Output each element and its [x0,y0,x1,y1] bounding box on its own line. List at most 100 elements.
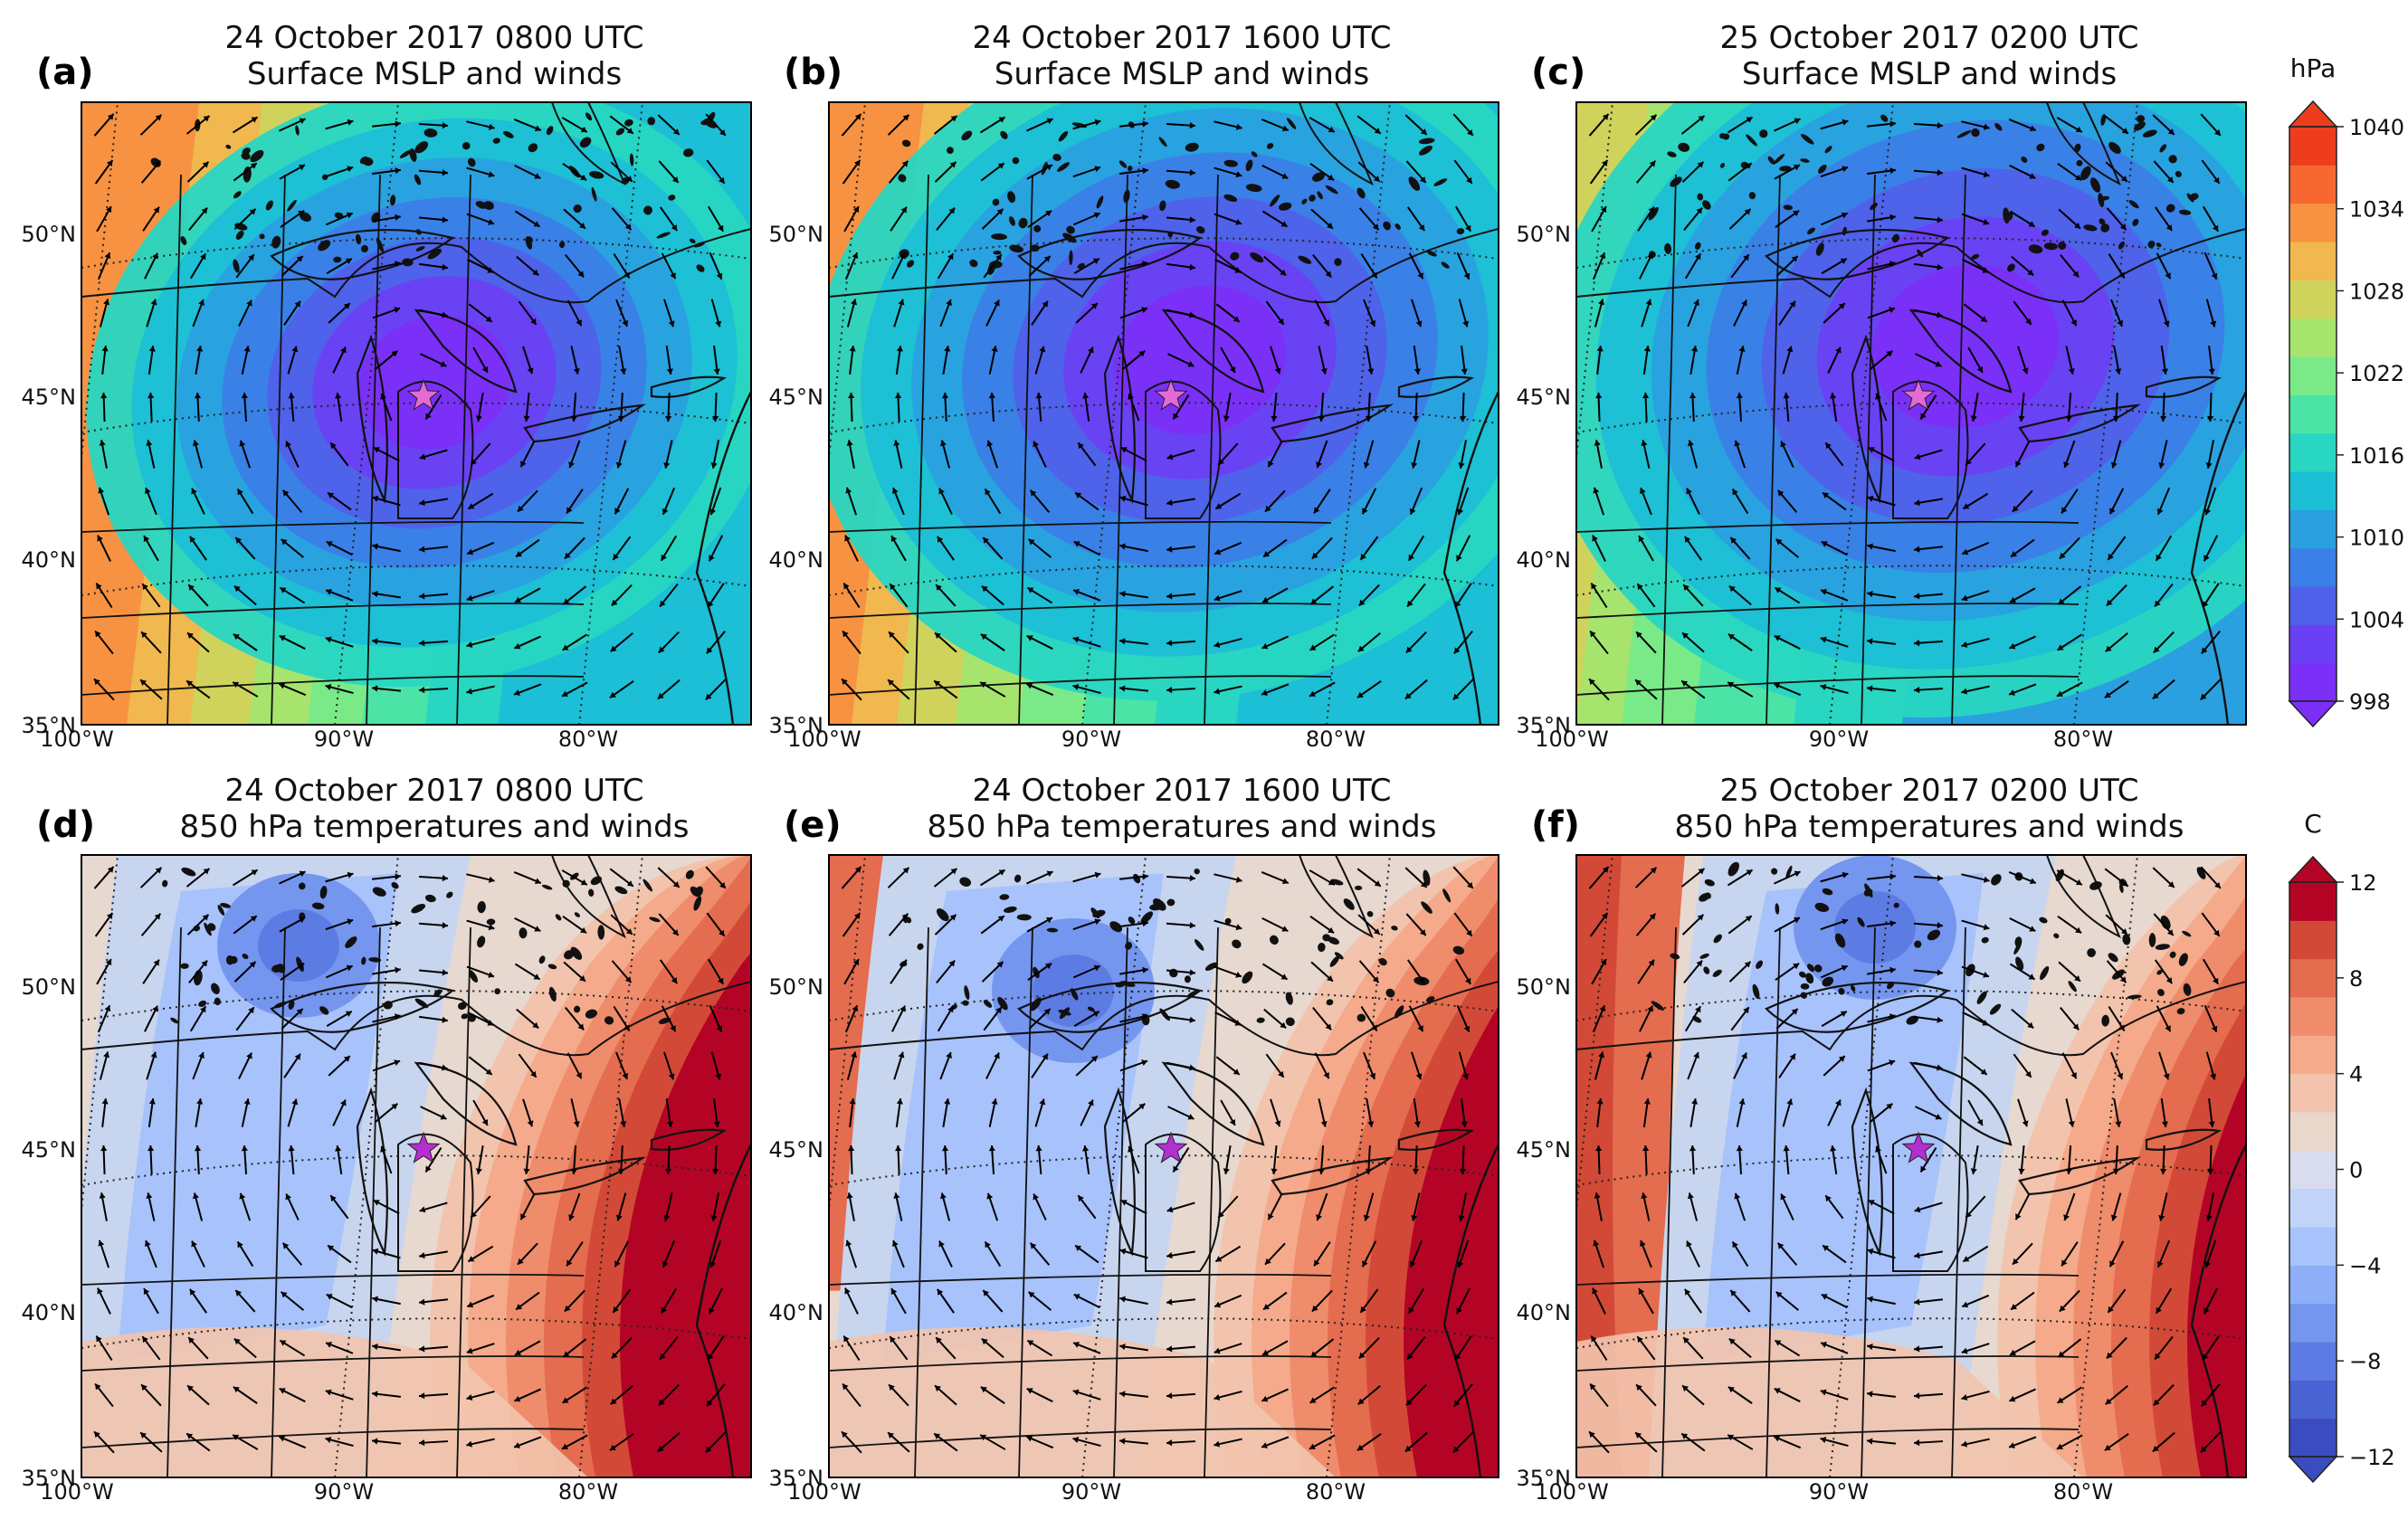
wind-arrowhead [1867,1438,1873,1445]
wind-arrowhead [523,1168,530,1174]
wind-arrowhead [243,1098,251,1105]
wind-arrowhead [147,1145,155,1152]
wind-arrowhead [294,1053,300,1060]
wind-arrowhead [1636,1384,1642,1391]
wind-arrowhead [1937,969,1943,976]
wind-arrowhead [894,393,902,399]
wind-arrowhead [624,976,632,983]
small-lake [2089,177,2101,193]
wind-arrowhead [1456,555,1462,562]
wind-arrowhead [141,632,148,639]
wind-arrowhead [347,119,354,126]
wind-arrowhead [717,224,724,232]
wind-arrowhead [1320,1120,1328,1127]
wind-arrowhead [466,1347,473,1354]
small-lake [311,902,325,910]
wind-arrowhead [419,499,425,507]
wind-arrowhead [2213,176,2220,184]
wind-arrowhead [1783,1145,1790,1152]
small-lake [2175,170,2182,177]
small-lake [2043,242,2058,251]
wind-arrowhead [1234,267,1242,273]
lake-outline [1271,404,1394,443]
wind-arrowhead [141,1384,148,1391]
wind-arrowhead [1119,590,1126,598]
small-lake [588,888,595,897]
wind-arrowhead [580,174,587,181]
wind-arrowhead [1638,536,1645,543]
wind-arrowhead [660,1353,666,1360]
small-lake [399,149,413,158]
wind-arrowhead [896,346,903,352]
panel-title-line2: 850 hPa temperatures and winds [1675,809,2184,845]
colorbar-tick-label: 1010 [2349,526,2404,551]
wind-arrowhead [282,489,290,497]
coastline [695,1144,751,1477]
wind-arrowhead [626,880,633,887]
wind-arrowhead [1094,918,1101,926]
wind-arrowhead [153,206,159,214]
wind-arrowhead [1094,119,1101,126]
wind-arrowhead [518,505,524,512]
wind-arrowhead [981,1338,988,1345]
small-lake [204,922,212,936]
small-lake [936,907,949,922]
wind-arrowhead [339,347,347,354]
small-lake [1270,195,1280,207]
small-lake [409,148,417,162]
wind-arrowhead [1420,128,1427,135]
wind-arrowhead [2201,1400,2208,1407]
small-lake [2160,915,2171,930]
longitude-label: 80°W [2053,1479,2113,1505]
wind-arrowhead [1234,1020,1242,1026]
small-lake [457,1002,467,1011]
latitude-label: 35°N [1517,713,1572,738]
small-lake [242,147,251,156]
wind-arrowhead [2059,552,2066,559]
wind-arrowhead [194,393,202,399]
wind-arrowhead [2109,1260,2116,1268]
wind-arrowhead [442,1016,448,1023]
latitude-line [1576,1317,2246,1349]
small-lake [1956,130,1972,138]
wind-arrowhead [140,1432,148,1439]
wind-arrowhead [1691,1098,1699,1105]
wind-arrowhead [1073,589,1080,595]
wind-arrowhead [1867,543,1873,550]
small-lake [642,878,652,892]
small-lake [1807,964,1815,973]
wind-arrowhead [1311,1305,1318,1312]
wind-arrowhead [1867,590,1873,598]
small-lake [1184,975,1191,983]
small-lake [1009,244,1023,253]
small-lake [2100,195,2110,201]
longitude-label: 90°W [314,1479,374,1505]
wind-arrowhead [658,646,665,653]
wind-arrowhead [1141,307,1148,314]
map-content [81,102,751,725]
wind-arrowhead [1281,878,1289,885]
wind-arrowhead [983,1290,990,1296]
wind-arrowhead [326,1294,333,1300]
panel-letter: (b) [784,52,842,93]
small-lake [2100,114,2107,126]
wind-arrowhead [2075,174,2082,181]
wind-arrowhead [1268,1213,1274,1220]
wind-arrowhead [237,1241,243,1249]
wind-arrowhead [1229,366,1236,373]
wind-arrowhead [1419,176,1426,183]
small-lake [1783,204,1794,211]
small-lake [1140,911,1154,925]
wind-arrowhead [1214,1394,1221,1401]
small-lake [414,998,429,1009]
small-lake [1699,953,1709,959]
coastline [1299,855,1374,939]
panel-frame [828,854,1499,1478]
wind-arrowhead [2029,926,2036,932]
wind-arrowhead [291,346,299,353]
state-border [81,520,585,533]
wind-arrowhead [1223,1168,1230,1174]
wind-arrowhead [611,1352,618,1359]
latitude-line [81,1317,751,1349]
small-lake [959,877,972,887]
